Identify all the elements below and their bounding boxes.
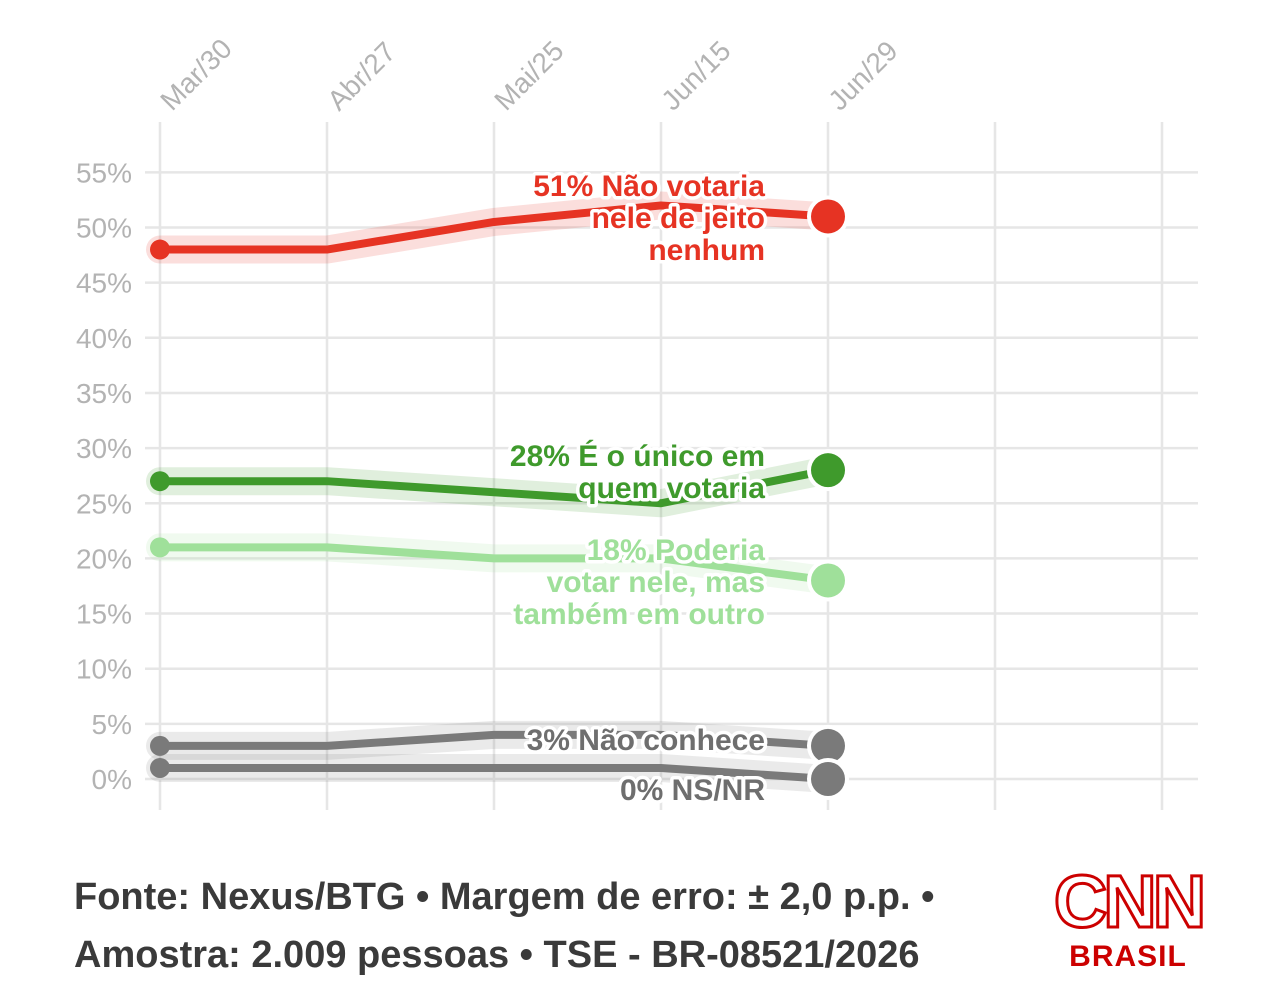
series-line	[156, 201, 832, 254]
x-tick-label: Jun/29	[822, 35, 903, 116]
y-tick-label: 15%	[76, 599, 132, 630]
y-tick-label: 40%	[76, 323, 132, 354]
source-footer: Fonte: Nexus/BTG • Margem de erro: ± 2,0…	[74, 868, 1034, 984]
series-label: também em outro	[513, 598, 765, 631]
y-tick-label: 5%	[92, 709, 132, 740]
series-end-point	[811, 563, 845, 598]
series-label: 18% Poderia	[587, 534, 766, 567]
series-end-point	[811, 199, 845, 234]
series-label: quem votaria	[578, 472, 765, 505]
series-line	[156, 466, 832, 508]
y-tick-label: 45%	[76, 268, 132, 299]
y-tick-label: 25%	[76, 488, 132, 519]
y-tick-label: 35%	[76, 378, 132, 409]
x-tick-label: Mar/30	[154, 33, 238, 117]
x-tick-label: Abr/27	[321, 36, 401, 116]
line-chart: 55% 50% 45% 40% 35% 30% 25% 20% 15% 10% 5% 0% Mar/30…	[76, 33, 1198, 811]
series-line	[156, 730, 832, 750]
y-tick-label: 10%	[76, 654, 132, 685]
footer-line-1: Fonte: Nexus/BTG • Margem de erro: ± 2,0…	[74, 876, 935, 918]
series-start-point	[150, 537, 170, 558]
x-tick-label: Mai/25	[488, 35, 569, 116]
series-start-point	[150, 239, 170, 260]
y-tick-label: 0%	[92, 764, 132, 795]
footer-line-2: Amostra: 2.009 pessoas • TSE - BR-08521/…	[74, 934, 920, 976]
series-label: votar nele, mas	[547, 566, 765, 599]
series-line	[156, 763, 832, 783]
series-end-point	[811, 453, 845, 488]
series-label: nele de jeito	[592, 202, 765, 235]
logo-brand: CNN	[1052, 860, 1207, 943]
series-label: 0% NS/NR	[620, 774, 765, 807]
series-end-point	[811, 762, 845, 796]
series-line	[156, 543, 832, 585]
y-tick-label: 20%	[76, 543, 132, 574]
logo-sub: BRASIL	[1069, 940, 1187, 973]
y-tick-label: 50%	[76, 213, 132, 244]
series-label: 3% Não conhece	[527, 724, 765, 757]
cnn-brasil-logo: CNN BRASIL	[1040, 860, 1216, 982]
x-tick-label: Jun/15	[655, 35, 736, 116]
series-end-point	[811, 728, 845, 763]
series-label: 51% Não votaria	[533, 170, 765, 203]
series-start-point	[150, 471, 170, 492]
y-tick-label: 55%	[76, 157, 132, 188]
series-label: 28% É o único em	[510, 439, 765, 473]
y-tick-label: 30%	[76, 433, 132, 464]
series-label: nenhum	[648, 234, 765, 267]
series-start-point	[150, 735, 170, 756]
series-start-point	[150, 757, 170, 778]
